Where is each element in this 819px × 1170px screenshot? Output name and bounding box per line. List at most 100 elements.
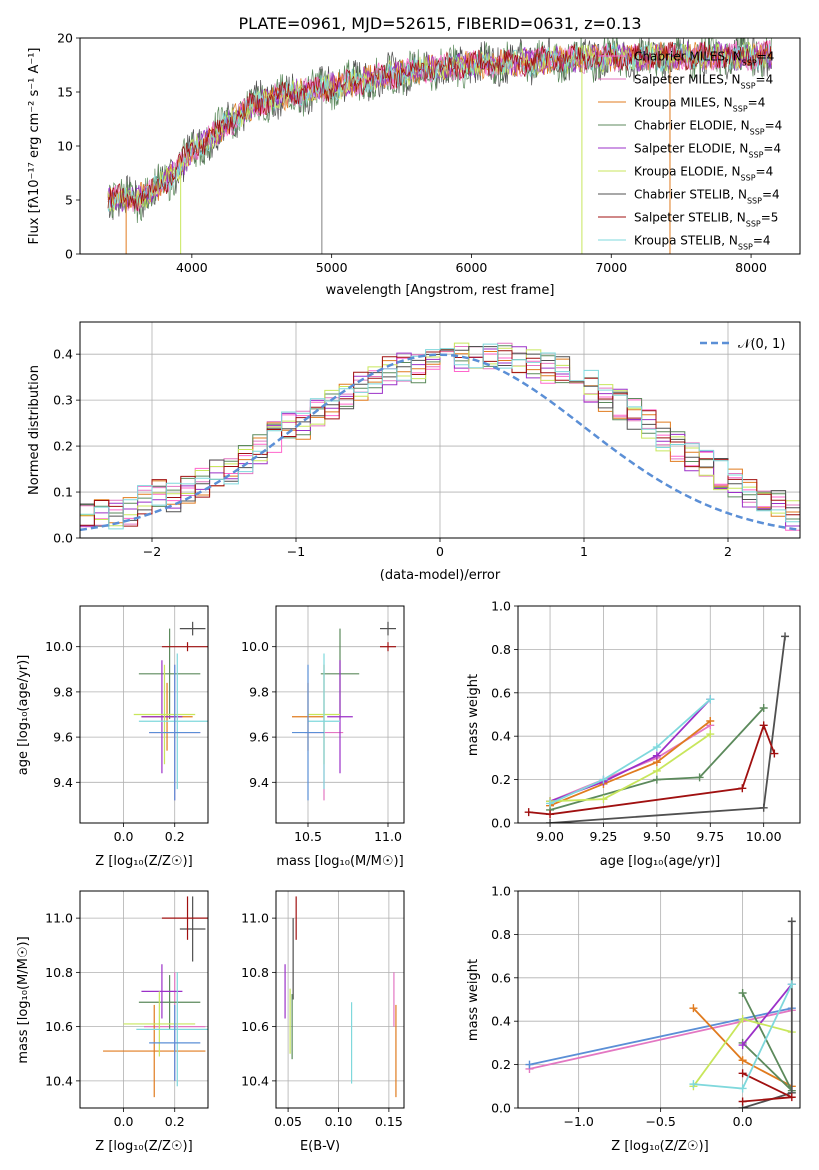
weight-vs-age-point-marker [546, 810, 555, 819]
mass-vs-ebv-panel: 0.05 0.10 0.15 10.4 10.6 10.8 11.0 [241, 890, 405, 1129]
weight-vs-age-series-line [549, 707, 765, 811]
weight-vs-Z-point-marker [738, 988, 747, 997]
weight-vs-age-ytick-label: 0.6 [491, 685, 511, 700]
weight-vs-age-xtick-label: 10.00 [746, 829, 782, 844]
mass-vs-ebv-xtick-label: 0.15 [375, 1114, 403, 1129]
weight-vs-Z-series-line [741, 983, 793, 1046]
spectrum-xtick-label: 5000 [316, 260, 348, 275]
weight-vs-Z-point-marker [738, 1015, 747, 1024]
spectrum-xlabel: wavelength [Angstrom, rest frame] [326, 283, 555, 298]
mass-vs-Z-panel: 0.0 0.2 10.4 10.6 10.8 11.0 [45, 890, 209, 1129]
residuals-xtick-label: −1 [287, 544, 305, 559]
weight-vs-Z-point-marker [525, 1060, 534, 1069]
weight-vs-Z-point-marker [787, 980, 796, 989]
figure-title: PLATE=0961, MJD=52615, FIBERID=0631, z=0… [238, 14, 641, 33]
spectrum-ytick-label: 0 [65, 247, 73, 262]
legend-entry: Salpeter MILES, NSSP=4 [634, 73, 773, 91]
mass-vs-Z-xtick-label: 0.0 [114, 1114, 134, 1129]
residuals-xtick-label: 1 [580, 544, 588, 559]
weight-vs-age-point-marker [759, 703, 768, 712]
wAge-labels: age [log₁₀(age/yr)] mass weight [466, 674, 720, 869]
residuals-ytick-label: 0.1 [53, 485, 73, 500]
weight-vs-age-series-line [549, 733, 711, 803]
age-vs-mass-xtick-label: 11.0 [374, 829, 402, 844]
weight-vs-Z-ytick-label: 0.8 [491, 927, 511, 942]
wZ-ylabel: mass weight [466, 959, 481, 1041]
weight-vs-age-ytick-label: 0.8 [491, 642, 511, 657]
mass-vs-ebv-ytick-label: 10.4 [241, 1073, 269, 1088]
weight-vs-age-point-marker [599, 775, 608, 784]
mass-vs-ebv-ytick-label: 10.6 [241, 1019, 269, 1034]
mass-vs-Z-ytick-label: 10.4 [45, 1073, 73, 1088]
residuals-xlabel: (data-model)/error [380, 568, 501, 583]
weight-vs-age-point-marker [781, 632, 790, 641]
residuals-panel: −2 −1 0 1 2 0.0 0.1 0.2 0.3 0.4 (data-model)/erro… [27, 321, 801, 583]
spectrum-legend: Chabrier MILES, NSSP=4 Salpeter MILES, NS… [598, 50, 782, 251]
residuals-ytick-label: 0.0 [53, 531, 73, 546]
wZ-labels: Z [log₁₀(Z/Z☉)] mass weight [466, 959, 709, 1154]
ageM-labels: mass [log₁₀(M/M☉)] [276, 854, 403, 869]
age-vs-mass-frame [275, 605, 405, 824]
age-vs-Z-frame [79, 605, 209, 824]
weight-vs-age-xtick-label: 9.50 [643, 829, 671, 844]
spectrum-model-line [107, 40, 772, 211]
massE-xlabel: E(B-V) [300, 1139, 340, 1154]
residuals-ytick-label: 0.3 [53, 393, 73, 408]
massZ-ylabel: mass [log₁₀(M/M☉)] [16, 936, 31, 1063]
age-vs-mass-ytick-label: 9.4 [249, 775, 269, 790]
gaussian-curve [80, 353, 800, 532]
wAge-ylabel: mass weight [466, 674, 481, 756]
weight-vs-age-series-line [549, 636, 786, 823]
weight-vs-Z-point-marker [738, 1069, 747, 1078]
weight-vs-Z-frame [517, 890, 801, 1109]
age-vs-Z-ytick-label: 9.8 [53, 684, 73, 699]
residual-histogram [80, 346, 800, 528]
weight-vs-Z-xtick-label: −1.0 [563, 1114, 593, 1129]
weight-vs-age-point-marker [706, 695, 715, 704]
legend-entry: Chabrier MILES, NSSP=4 [634, 50, 774, 68]
weight-vs-Z-point-marker [787, 1093, 796, 1102]
weight-vs-age-frame [517, 605, 801, 824]
weight-vs-age-point-marker [706, 717, 715, 726]
weight-vs-Z-point-marker [738, 1041, 747, 1050]
weight-vs-Z-ytick-label: 0.4 [491, 1014, 511, 1029]
spectrum-xtick-label: 8000 [735, 260, 767, 275]
weight-vs-age-series-line [549, 720, 711, 807]
ageZ-xlabel: Z [log₁₀(Z/Z☉)] [95, 854, 192, 869]
mass-vs-Z-ytick-label: 11.0 [45, 911, 73, 926]
legend-entry: Salpeter STELIB, NSSP=5 [634, 211, 778, 229]
weight-vs-Z-point-marker [787, 917, 796, 926]
age-vs-mass-panel: 10.5 11.0 9.4 9.6 9.8 10.0 [241, 605, 405, 844]
mass-vs-ebv-ytick-label: 11.0 [241, 911, 269, 926]
weight-vs-age-series-line [549, 698, 711, 805]
mass-vs-Z-ytick-label: 10.6 [45, 1019, 73, 1034]
legend-entry: Salpeter ELODIE, NSSP=4 [634, 142, 781, 160]
legend-entry: Chabrier ELODIE, NSSP=4 [634, 119, 782, 137]
age-vs-Z-ytick-label: 10.0 [45, 639, 73, 654]
weight-vs-age-point-marker [706, 730, 715, 739]
age-vs-Z-panel: 0.0 0.2 9.4 9.6 9.8 10.0 [45, 605, 209, 844]
ageZ-ylabel: age [log₁₀(age/yr)] [16, 655, 31, 776]
wZ-xlabel: Z [log₁₀(Z/Z☉)] [611, 1139, 708, 1154]
weight-vs-age-point-marker [652, 766, 661, 775]
weight-vs-Z-series-line [529, 1007, 792, 1066]
age-vs-mass-xtick-label: 10.5 [294, 829, 322, 844]
spectrum-ytick-label: 10 [57, 139, 73, 154]
weight-vs-age-point-marker [524, 808, 533, 817]
weight-vs-age-ytick-label: 0.0 [491, 816, 511, 831]
spectrum-panel: 4000 5000 6000 7000 8000 0 5 10 15 20 wavelength … [27, 31, 801, 298]
weight-vs-Z-ytick-label: 1.0 [491, 884, 511, 899]
weight-vs-age-point-marker [759, 803, 768, 812]
spectrum-xtick-label: 7000 [595, 260, 627, 275]
weight-vs-Z-xtick-label: 0.0 [733, 1114, 753, 1129]
age-vs-Z-xtick-label: 0.2 [165, 829, 185, 844]
weight-vs-Z-ytick-label: 0.6 [491, 970, 511, 985]
weight-vs-age-point-marker [652, 751, 661, 760]
mass-vs-ebv-xtick-label: 0.10 [325, 1114, 353, 1129]
weight-vs-age-point-marker [759, 721, 768, 730]
weight-vs-age-ytick-label: 0.2 [491, 772, 511, 787]
weight-vs-age-xtick-label: 9.75 [696, 829, 724, 844]
ageZ-labels: Z [log₁₀(Z/Z☉)] age [log₁₀(age/yr)] [16, 655, 193, 869]
residuals-xtick-label: 2 [724, 544, 732, 559]
weight-vs-Z-point-marker [689, 1080, 698, 1089]
